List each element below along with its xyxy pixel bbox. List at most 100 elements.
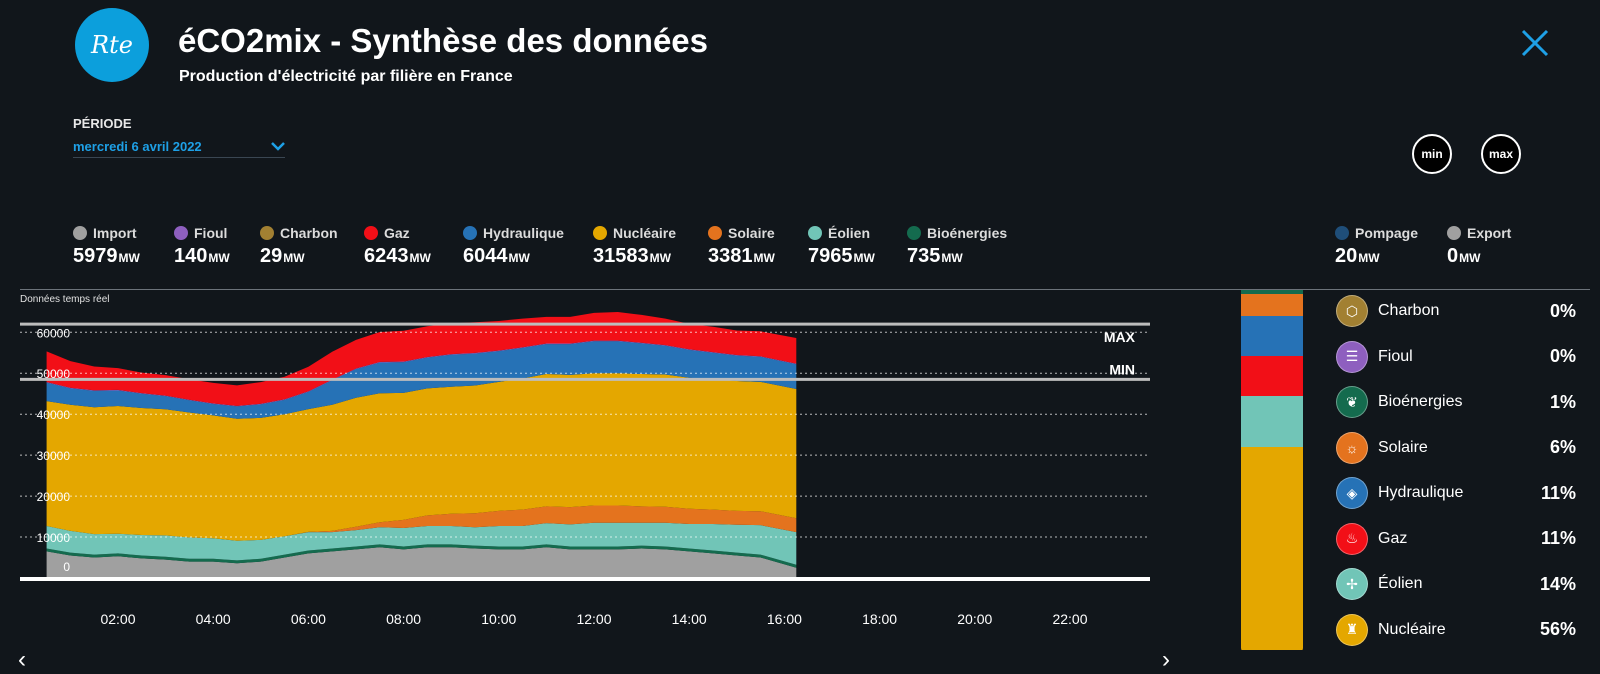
legend-row-hydraulique: ◈ Hydraulique 11% xyxy=(1336,475,1576,511)
stat-unit: MW xyxy=(1459,251,1481,265)
legend-name: Solaire xyxy=(1378,438,1428,456)
legend-pct: 6% xyxy=(1549,437,1576,457)
stat-name: Fioul xyxy=(194,225,228,241)
max-button[interactable]: max xyxy=(1481,134,1521,174)
legend-name: Gaz xyxy=(1378,529,1408,547)
periode-label: PÉRIODE xyxy=(73,116,132,131)
nuclear-icon xyxy=(593,226,607,240)
periode-value: mercredi 6 avril 2022 xyxy=(73,138,202,154)
mix-segment-bioénergies xyxy=(1241,290,1303,294)
legend-row-solaire: ☼ Solaire 6% xyxy=(1336,430,1576,466)
legend-pct: 11% xyxy=(1540,482,1576,503)
flame-icon: ♨ xyxy=(1336,522,1368,555)
y-tick-label: 0 xyxy=(63,560,70,574)
x-tick-label: 20:00 xyxy=(957,611,992,627)
stat-nucléaire: Nucléaire 31583MW xyxy=(593,225,676,268)
realtime-label: Données temps réel xyxy=(20,294,110,305)
periode-select[interactable]: mercredi 6 avril 2022 xyxy=(73,135,285,158)
stat-gaz: Gaz 6243MW xyxy=(364,225,431,268)
stat-number: 735 xyxy=(907,245,941,267)
stat-number: 7965 xyxy=(808,245,853,267)
stat-solaire: Solaire 3381MW xyxy=(708,225,775,268)
page-title: éCO2mix - Synthèse des données xyxy=(178,22,709,59)
min-label: MIN xyxy=(1109,361,1135,377)
legend-row-éolien: ✢ Éolien 14% xyxy=(1336,566,1576,602)
legend-row-gaz: ♨ Gaz 11% xyxy=(1336,521,1576,557)
mix-segment-nucléaire xyxy=(1241,447,1303,650)
stat-unit: MW xyxy=(853,251,875,265)
stat-number: 0 xyxy=(1447,245,1459,267)
arrow-down-icon xyxy=(73,226,87,240)
page-subtitle: Production d'électricité par filière en … xyxy=(179,68,513,85)
close-icon[interactable] xyxy=(1520,28,1550,58)
stat-unit: MW xyxy=(409,251,431,265)
stat-head: Fioul xyxy=(174,225,230,241)
prev-arrow-icon[interactable]: ‹ xyxy=(18,646,26,673)
stat-number: 6243 xyxy=(364,245,409,267)
nuclear-icon: ♜ xyxy=(1336,613,1368,646)
mix-segment-éolien xyxy=(1241,396,1303,447)
y-tick-label: 50000 xyxy=(37,367,71,381)
legend-row-nucléaire: ♜ Nucléaire 56% xyxy=(1336,612,1576,648)
pump-icon xyxy=(1335,226,1349,240)
mix-segment-gaz xyxy=(1241,356,1303,396)
legend-pct: 11% xyxy=(1540,528,1576,548)
flame-icon xyxy=(364,226,378,240)
min-button[interactable]: min xyxy=(1412,134,1452,174)
x-tick-label: 18:00 xyxy=(862,611,897,627)
stat-value: 5979MW xyxy=(73,245,140,268)
stat-head: Nucléaire xyxy=(593,225,676,241)
stat-unit: MW xyxy=(941,251,963,265)
stat-number: 3381 xyxy=(708,245,753,267)
stat-unit: MW xyxy=(508,251,530,265)
stat-name: Bioénergies xyxy=(927,225,1008,241)
stat-éolien: Éolien 7965MW xyxy=(808,225,875,268)
legend-name: Bioénergies xyxy=(1378,393,1463,410)
stat-head: Charbon xyxy=(260,225,338,241)
arrow-up-icon xyxy=(1447,226,1461,240)
next-arrow-icon[interactable]: › xyxy=(1162,646,1170,673)
stat-head: Export xyxy=(1447,225,1511,241)
stat-value: 31583MW xyxy=(593,245,676,268)
divider xyxy=(20,289,1590,290)
stat-name: Hydraulique xyxy=(483,225,564,241)
stat-unit: MW xyxy=(208,251,230,265)
stat-head: Solaire xyxy=(708,225,775,241)
y-tick-label: 20000 xyxy=(37,490,71,504)
stat-unit: MW xyxy=(283,251,305,265)
coal-icon xyxy=(260,226,274,240)
stat-number: 6044 xyxy=(463,245,508,267)
sun-icon xyxy=(708,226,722,240)
stat-number: 140 xyxy=(174,245,208,267)
y-tick-label: 30000 xyxy=(37,449,71,463)
series-area-bioénergies xyxy=(46,544,797,568)
legend-name: Fioul xyxy=(1378,347,1413,365)
stat-name: Pompage xyxy=(1355,225,1419,241)
water-drop-icon xyxy=(463,226,477,240)
stat-head: Bioénergies xyxy=(907,225,1007,241)
stat-name: Export xyxy=(1467,225,1512,241)
stat-head: Hydraulique xyxy=(463,225,564,241)
stat-fioul: Fioul 140MW xyxy=(174,225,230,268)
stat-value: 20MW xyxy=(1335,245,1418,268)
leaf-icon: ❦ xyxy=(1336,386,1368,418)
x-tick-label: 04:00 xyxy=(196,611,231,627)
barrel-icon xyxy=(174,226,188,240)
stat-bioénergies: Bioénergies 735MW xyxy=(907,225,1007,268)
x-tick-label: 02:00 xyxy=(100,611,135,627)
stat-export: Export 0MW xyxy=(1447,225,1511,268)
legend-pct: 56% xyxy=(1539,619,1576,639)
stat-unit: MW xyxy=(649,251,671,265)
sun-icon: ☼ xyxy=(1336,431,1368,464)
stat-name: Solaire xyxy=(728,225,775,241)
logo-text: Rte xyxy=(91,31,133,59)
stat-number: 20 xyxy=(1335,245,1358,267)
legend-name: Éolien xyxy=(1378,575,1423,592)
coal-icon: ⬡ xyxy=(1336,295,1368,327)
stat-name: Import xyxy=(93,225,137,241)
y-tick-label: 60000 xyxy=(37,326,71,340)
max-label: MAX xyxy=(1104,329,1136,345)
wind-turbine-icon: ✢ xyxy=(1336,568,1368,600)
stat-head: Import xyxy=(73,225,140,241)
x-tick-label: 22:00 xyxy=(1052,611,1087,627)
